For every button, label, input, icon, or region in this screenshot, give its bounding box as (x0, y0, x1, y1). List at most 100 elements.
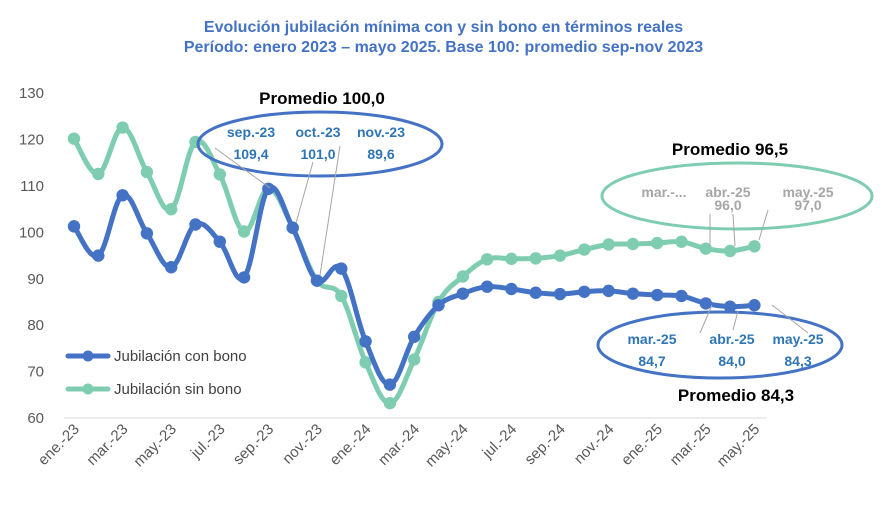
data-label-sin-bono-month: may.-25 (782, 184, 833, 200)
oval-reference-months (196, 110, 444, 178)
leader-line (319, 145, 341, 276)
y-tick-label: 80 (27, 317, 44, 334)
data-point-con-bono (92, 249, 105, 262)
data-point-con-bono (723, 300, 737, 313)
x-tick-label: jul.-24 (479, 421, 521, 463)
data-point-sin-bono (335, 289, 348, 303)
chart-lines (67, 121, 761, 410)
data-point-sin-bono (480, 253, 494, 266)
chart-title-line2: Período: enero 2023 – mayo 2025. Base 10… (183, 39, 704, 56)
data-label-sin-bono-month: mar.-... (641, 184, 686, 200)
leader-line (214, 147, 271, 189)
data-label-ref-value: 101,0 (300, 146, 335, 162)
chart-title: Evolución jubilación mínima con y sin bo… (0, 18, 887, 58)
y-tick-label: 130 (19, 85, 44, 102)
oval-sin-bono (600, 161, 874, 231)
data-point-sin-bono (408, 353, 421, 366)
x-tick-label: mar.-24 (375, 421, 423, 469)
annotation-promedio-84: Promedio 84,3 (678, 386, 794, 405)
data-label-ref-month: oct.-23 (295, 124, 340, 140)
data-point-con-bono (213, 235, 226, 248)
y-tick-label: 110 (20, 178, 44, 195)
data-point-con-bono (310, 274, 324, 287)
data-point-sin-bono (237, 225, 251, 238)
legend-marker-con-bono (82, 350, 94, 362)
leader-line (732, 310, 739, 331)
data-point-con-bono (456, 287, 469, 300)
oval-con-bono (596, 310, 844, 380)
y-tick-label: 60 (27, 410, 44, 427)
annotation-promedio-100: Promedio 100,0 (259, 89, 385, 108)
data-point-sin-bono (602, 238, 615, 251)
data-label-con-bono-value: 84,7 (638, 353, 665, 369)
data-point-sin-bono (359, 356, 372, 369)
leader-line (295, 161, 314, 224)
data-point-sin-bono (651, 236, 664, 250)
data-point-con-bono (237, 271, 251, 284)
data-point-sin-bono (165, 203, 178, 216)
data-point-con-bono (505, 282, 518, 296)
data-point-sin-bono (456, 270, 469, 283)
x-tick-label: sep.-24 (521, 421, 568, 468)
data-point-con-bono (67, 220, 81, 233)
data-point-con-bono (651, 288, 664, 302)
data-point-con-bono (189, 218, 202, 231)
x-tick-label: may.-25 (714, 421, 764, 471)
leader-line (699, 304, 713, 334)
legend-marker-sin-bono (82, 383, 94, 395)
data-label-con-bono-value: 84,0 (718, 353, 745, 369)
x-tick-label: sep.-23 (230, 421, 277, 468)
data-point-con-bono (553, 287, 567, 301)
x-tick-label: mar.-25 (667, 421, 715, 469)
data-point-con-bono (383, 378, 397, 391)
chart-legend: Jubilación con bono Jubilación sin bono (65, 348, 247, 398)
data-label-con-bono-month: abr.-25 (709, 331, 754, 347)
x-tick-label: may.-23 (130, 421, 180, 471)
data-point-con-bono (699, 297, 712, 310)
data-point-sin-bono (213, 168, 226, 181)
data-point-sin-bono (505, 252, 518, 266)
data-point-con-bono (675, 289, 688, 303)
data-label-con-bono-month: mar.-25 (627, 331, 676, 347)
data-point-sin-bono (578, 243, 591, 256)
data-point-sin-bono (723, 244, 737, 258)
data-point-con-bono (408, 330, 421, 343)
y-tick-label: 100 (19, 224, 44, 241)
leader-line (758, 209, 769, 241)
data-point-sin-bono (383, 396, 397, 410)
data-point-con-bono (140, 227, 154, 240)
data-label-ref-value: 109,4 (233, 146, 268, 162)
data-point-sin-bono (748, 240, 761, 253)
data-label-ref-month: sep.-23 (227, 124, 275, 140)
chart-annotations: Promedio 100,0 Promedio 96,5 Promedio 84,3… (196, 89, 874, 405)
data-label-sin-bono-value: 97,0 (794, 197, 821, 213)
data-point-sin-bono (116, 121, 129, 134)
x-tick-label: ene.-23 (35, 421, 83, 469)
data-label-ref-value: 89,6 (367, 146, 394, 162)
y-tick-label: 90 (27, 271, 44, 288)
data-point-con-bono (165, 261, 178, 274)
x-tick-label: nov.-24 (571, 421, 618, 468)
y-tick-label: 70 (27, 364, 44, 381)
data-point-con-bono (602, 284, 615, 298)
data-point-sin-bono (140, 165, 154, 179)
data-point-con-bono (359, 335, 372, 348)
data-point-con-bono (116, 189, 129, 202)
data-label-sin-bono-value: 96,0 (714, 197, 741, 213)
x-tick-label: mar.-23 (83, 421, 131, 469)
x-tick-label: ene.-25 (618, 421, 666, 469)
data-point-sin-bono (553, 249, 567, 262)
data-point-con-bono (578, 285, 591, 298)
data-point-con-bono (335, 262, 348, 275)
data-point-sin-bono (529, 252, 542, 265)
data-label-sin-bono-month: abr.-25 (705, 184, 750, 200)
data-label-con-bono-month: may.-25 (772, 331, 823, 347)
data-point-sin-bono (675, 235, 688, 248)
data-label-ref-month: nov.-23 (357, 124, 405, 140)
data-point-sin-bono (699, 242, 712, 255)
y-tick-label: 120 (19, 132, 44, 149)
data-point-con-bono (529, 286, 542, 299)
leader-line (732, 213, 736, 247)
